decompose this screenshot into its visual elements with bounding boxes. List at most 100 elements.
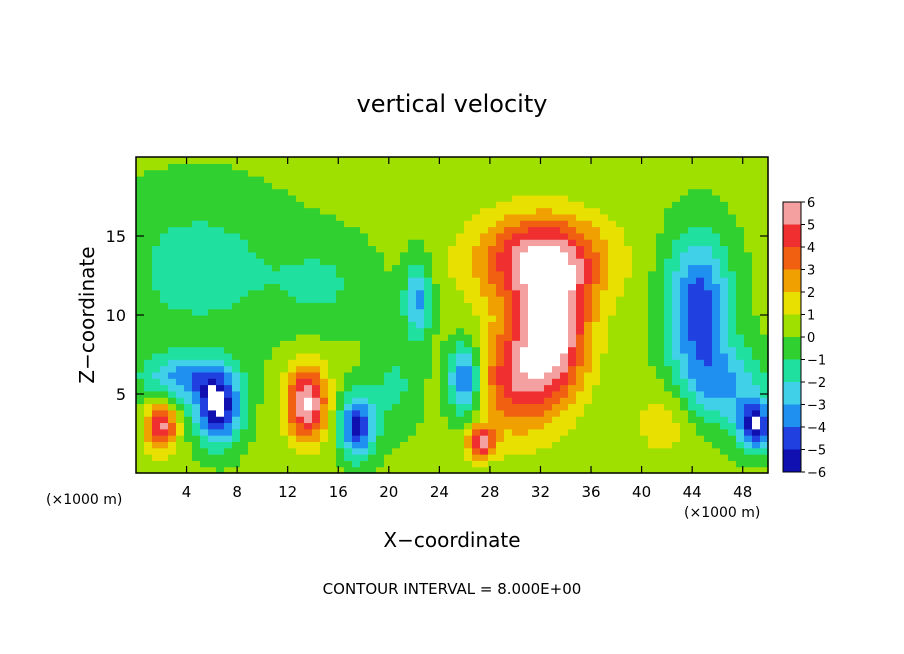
heatmap-cell	[208, 378, 217, 386]
heatmap-cell	[656, 466, 665, 474]
heatmap-cell	[216, 182, 225, 190]
heatmap-cell	[272, 403, 281, 411]
heatmap-cell	[672, 220, 681, 228]
heatmap-cell	[728, 435, 737, 442]
colorbar-label: 3	[807, 264, 815, 279]
heatmap-cell	[736, 422, 745, 430]
heatmap-cell	[392, 422, 401, 430]
heatmap-cell	[624, 428, 633, 436]
heatmap-cell	[200, 201, 209, 209]
heatmap-cell	[136, 460, 145, 468]
heatmap-cell	[760, 175, 769, 183]
heatmap-cell	[744, 207, 753, 215]
heatmap-cell	[664, 447, 673, 455]
heatmap-cell	[272, 188, 281, 196]
heatmap-cell	[552, 289, 561, 297]
heatmap-cell	[384, 163, 393, 171]
heatmap-cell	[752, 466, 761, 474]
heatmap-cell	[736, 201, 745, 209]
heatmap-cell	[392, 371, 401, 379]
heatmap-cell	[480, 466, 489, 474]
heatmap-cell	[504, 251, 513, 259]
heatmap-cell	[312, 365, 321, 373]
heatmap-cell	[360, 226, 369, 234]
heatmap-cell	[576, 390, 585, 398]
heatmap-cell	[256, 194, 265, 202]
heatmap-cell	[184, 157, 193, 164]
heatmap-cell	[432, 207, 441, 215]
heatmap-cell	[448, 422, 457, 430]
heatmap-cell	[144, 327, 153, 335]
heatmap-cell	[200, 333, 209, 341]
heatmap-cell	[464, 359, 473, 367]
heatmap-cell	[544, 321, 553, 329]
heatmap-cell	[432, 397, 441, 405]
heatmap-cell	[560, 390, 569, 398]
heatmap-cell	[624, 182, 633, 190]
heatmap-cell	[312, 403, 321, 411]
heatmap-cell	[168, 302, 177, 310]
heatmap-cell	[640, 378, 649, 386]
heatmap-cell	[624, 397, 633, 405]
heatmap-cell	[696, 460, 705, 468]
heatmap-cell	[176, 365, 185, 373]
heatmap-cell	[648, 435, 657, 442]
heatmap-cell	[384, 220, 393, 228]
heatmap-cell	[728, 182, 737, 190]
heatmap-cell	[208, 441, 217, 449]
heatmap-cell	[416, 182, 425, 190]
heatmap-cell	[512, 397, 521, 405]
heatmap-cell	[320, 270, 329, 278]
heatmap-cell	[416, 270, 425, 278]
heatmap-cell	[464, 283, 473, 291]
heatmap-cell	[424, 371, 433, 379]
heatmap-cell	[624, 296, 633, 303]
heatmap-cell	[608, 289, 617, 297]
heatmap-cell	[304, 232, 313, 240]
heatmap-cell	[472, 371, 481, 379]
heatmap-cell	[480, 352, 489, 360]
heatmap-cell	[192, 435, 201, 442]
heatmap-cell	[504, 409, 513, 417]
heatmap-cell	[608, 182, 617, 190]
heatmap-cell	[480, 182, 489, 190]
heatmap-cell	[320, 296, 329, 303]
heatmap-cell	[304, 333, 313, 341]
heatmap-cell	[168, 239, 177, 247]
heatmap-cell	[616, 397, 625, 405]
heatmap-cell	[664, 340, 673, 348]
heatmap-cell	[760, 213, 769, 221]
heatmap-cell	[184, 435, 193, 442]
heatmap-cell	[568, 428, 577, 436]
heatmap-cell	[496, 454, 505, 461]
heatmap-cell	[632, 397, 641, 405]
heatmap-cell	[744, 435, 753, 442]
heatmap-cell	[608, 359, 617, 367]
heatmap-cell	[392, 264, 401, 272]
heatmap-cell	[504, 384, 513, 392]
heatmap-cell	[616, 258, 625, 266]
heatmap-cell	[744, 220, 753, 228]
x-tick-label: 48	[733, 483, 752, 501]
heatmap-cell	[280, 441, 289, 449]
heatmap-cell	[400, 270, 409, 278]
heatmap-cell	[544, 365, 553, 373]
heatmap-cell	[192, 232, 201, 240]
heatmap-cell	[752, 277, 761, 284]
heatmap-cell	[176, 258, 185, 266]
heatmap-cell	[368, 296, 377, 303]
heatmap-cell	[464, 289, 473, 297]
heatmap-cell	[336, 308, 345, 316]
heatmap-cell	[608, 466, 617, 474]
heatmap-cell	[480, 365, 489, 373]
heatmap-cell	[288, 182, 297, 190]
heatmap-cell	[248, 163, 257, 171]
heatmap-cell	[208, 428, 217, 436]
heatmap-cell	[640, 258, 649, 266]
heatmap-cell	[360, 220, 369, 228]
heatmap-cell	[760, 321, 769, 329]
heatmap-cell	[608, 277, 617, 284]
heatmap-cell	[400, 175, 409, 183]
heatmap-cell	[472, 207, 481, 215]
heatmap-cell	[384, 169, 393, 177]
